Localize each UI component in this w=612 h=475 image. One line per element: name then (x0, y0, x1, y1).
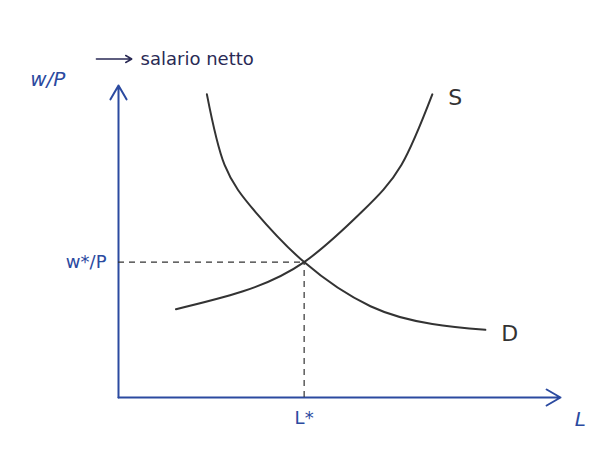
svg-text:w*/P: w*/P (66, 251, 107, 272)
svg-text:w/P: w/P (30, 67, 66, 91)
svg-text:salario netto: salario netto (141, 48, 254, 69)
svg-text:L: L (575, 407, 586, 431)
svg-text:D: D (501, 321, 518, 346)
svg-text:S: S (448, 85, 462, 110)
svg-text:L*: L* (295, 407, 314, 428)
